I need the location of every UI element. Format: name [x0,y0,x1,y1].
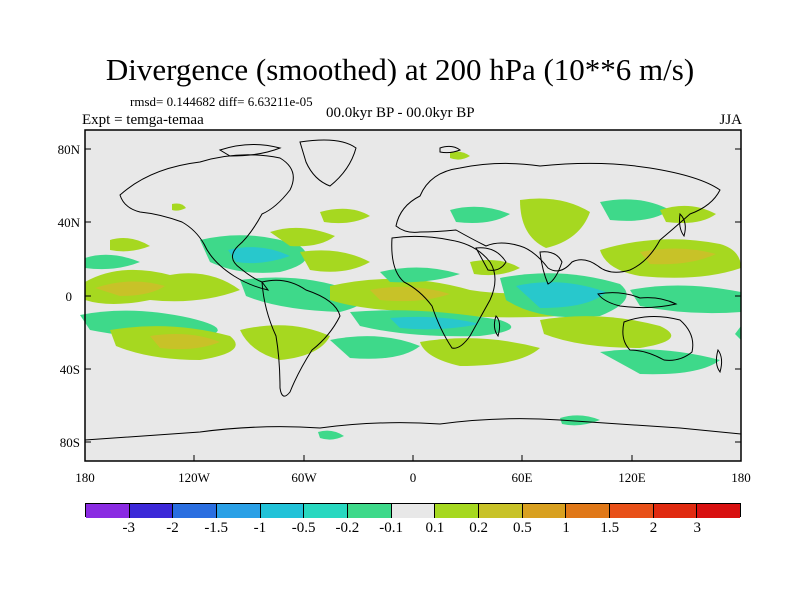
lat-label-40n: 40N [58,215,81,230]
contour-region [516,282,606,308]
contour-region [380,267,460,283]
colorbar-label: 0.5 [512,520,532,536]
colorbar-swatch [479,504,523,518]
axis-ticks [84,148,742,461]
coastline-south-america [261,279,341,397]
coastline-antarctica [84,418,742,441]
colorbar-label: -3 [122,520,135,536]
colorbar-label: 1 [562,520,570,536]
colorbar-swatch [566,504,611,518]
colorbar-swatch [260,504,305,518]
lon-label-60w: 60W [291,470,317,485]
map-title: Divergence (smoothed) at 200 hPa (10**6 … [105,52,695,87]
contour-region [370,286,450,302]
lon-label-0: 0 [410,470,417,485]
lat-label-0: 0 [66,289,73,304]
coastline-svalbard [439,145,462,154]
colorbar-label: -1.5 [204,520,229,536]
colorbar-swatch [304,504,349,518]
coastline-arabia [475,247,507,271]
contour-fills [80,151,741,440]
contour-region [95,281,165,296]
colorbar-swatch [391,504,436,518]
coastline-north-america [119,154,294,291]
colorbar-label: -2 [166,520,179,536]
colorbar-swatch [217,504,261,518]
coastline-new-zealand [715,348,723,374]
coastline-india [539,251,563,285]
contour-region [600,199,670,221]
contour-region [172,203,186,211]
colorbar-labels: -3 -2 -1.5 -1 -0.5 -0.2 -0.1 0.1 0.2 0.5 1 1.5 2 3 [85,520,741,540]
lon-label-60e: 60E [512,470,533,485]
colorbar-label: 2 [649,520,658,536]
colorbar-swatch [697,504,741,518]
contour-region [390,316,480,330]
stats-text: rmsd= 0.144682 diff= 6.63211e-05 [130,94,313,109]
coastline-greenland [299,139,357,187]
coastlines [84,139,742,441]
coastline-japan [679,212,686,238]
contour-region [560,415,600,426]
contour-region [735,326,741,340]
colorbar-swatch [86,504,130,518]
colorbar-label: 0.2 [469,520,488,536]
lat-label-40s: 40S [60,362,80,377]
contour-region [330,336,420,359]
coastline-eurasia [395,162,721,273]
contour-region [240,325,330,360]
contour-region [318,430,344,440]
lat-label-80s: 80S [60,435,80,450]
contour-region [150,334,220,350]
contour-region [450,206,510,223]
contour-region [520,198,590,248]
colorbar-swatch [435,504,480,518]
colorbar-swatch [348,504,392,518]
contour-region [630,285,741,314]
period-label: 00.0kyr BP - 00.0kyr BP [326,105,475,121]
colorbar-label: 3 [693,520,702,536]
lon-label-180e: 180 [731,470,751,485]
colorbar-swatch [610,504,654,518]
colorbar-label: -0.1 [379,520,403,536]
colorbar-swatch [129,504,174,518]
coastline-australia [622,316,694,361]
experiment-label: Expt = temga-temaa [82,112,204,128]
colorbar-swatch [173,504,218,518]
contour-region [320,208,370,224]
lat-label-80n: 80N [58,142,81,157]
lon-label-180w: 180 [75,470,95,485]
colorbar-label: 0.1 [425,520,445,536]
colorbar-label: -1 [253,520,267,536]
contour-region [470,260,520,276]
coastline-arctic-islands [218,144,282,157]
colorbar [85,503,741,518]
season-label: JJA [719,112,742,128]
contour-region [270,227,335,247]
colorbar-swatch [653,504,698,518]
contour-region [300,250,370,272]
coastline-africa [391,235,496,349]
contour-region [450,151,470,160]
coastline-indonesia [597,292,678,309]
contour-region [600,349,720,375]
contour-region [540,316,672,348]
colorbar-label: -0.5 [291,520,316,536]
contour-region [85,254,140,270]
lon-label-120w: 120W [178,470,211,485]
contour-region [640,248,716,265]
contour-region [660,205,716,223]
lon-label-120e: 120E [618,470,646,485]
colorbar-swatch [522,504,567,518]
colorbar-label: -0.2 [335,520,360,536]
contour-region [110,238,150,252]
colorbar-label: 1.5 [600,520,620,536]
contour-region [228,247,290,264]
coastline-madagascar [493,315,501,338]
